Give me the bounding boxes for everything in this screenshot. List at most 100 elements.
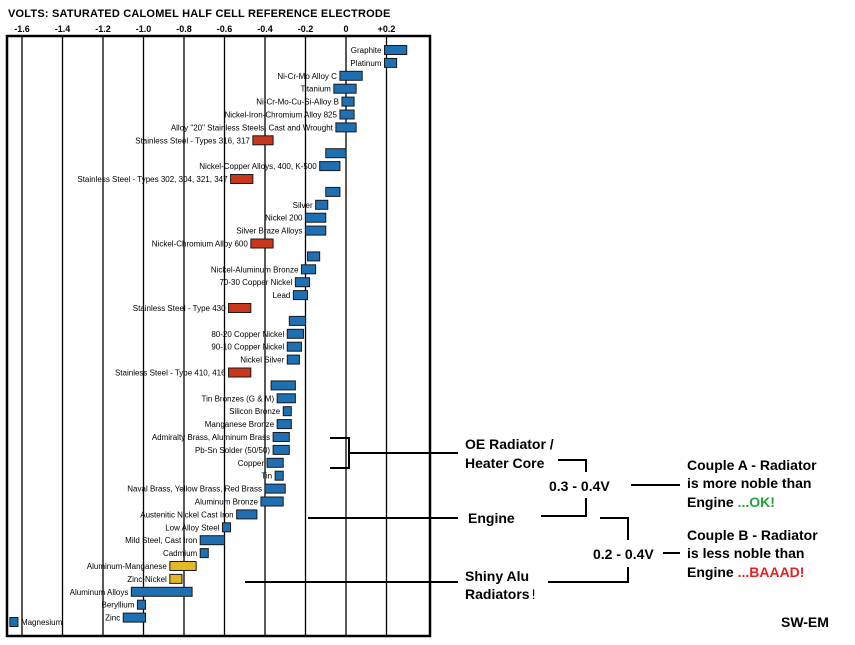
bar xyxy=(335,122,357,133)
x-tick-label: -0.2 xyxy=(298,24,314,34)
material-label: Nickel-Aluminum Bronze xyxy=(211,265,299,274)
bar xyxy=(199,548,209,559)
chart-title: VOLTS: SATURATED CALOMEL HALF CELL REFER… xyxy=(8,8,391,20)
bar xyxy=(228,367,252,378)
material-label: Aluminum Bronze xyxy=(195,498,259,507)
material-label: Nickel-Iron-Chromium Alloy 825 xyxy=(224,111,337,120)
bar xyxy=(286,341,302,352)
voltage-couple-b: 0.2 - 0.4V xyxy=(593,546,654,562)
material-label: Aluminum Alloys xyxy=(70,588,129,597)
bar xyxy=(252,135,274,146)
shiny-alu-exclamation: ! xyxy=(532,586,536,602)
material-label: Stainless Steel - Types 316, 317 xyxy=(135,136,250,145)
material-label: 80-20 Copper Nickel xyxy=(211,330,284,339)
material-label: Stainless Steel - Type 410, 416 xyxy=(115,369,226,378)
bar-series xyxy=(9,45,408,627)
material-label: Alloy "20" Stainless Steels, Cast and Wr… xyxy=(171,123,334,132)
x-tick-label: -1.0 xyxy=(136,24,152,34)
bar xyxy=(383,45,408,55)
x-tick-label: -0.6 xyxy=(217,24,233,34)
couple-a-line1: Couple A - Radiator xyxy=(687,457,817,473)
material-label: 70-30 Copper Nickel xyxy=(219,278,292,287)
bar xyxy=(230,174,254,184)
bar xyxy=(250,238,274,249)
bar xyxy=(274,470,284,481)
bar xyxy=(9,617,19,627)
bar xyxy=(136,599,147,610)
bar xyxy=(300,264,317,275)
bar xyxy=(270,380,296,391)
bar xyxy=(305,212,327,223)
plot-frame xyxy=(5,34,432,638)
voltage-couple-a: 0.3 - 0.4V xyxy=(549,478,610,494)
material-label: Lead xyxy=(273,291,291,300)
couple-b-line1: Couple B - Radiator xyxy=(687,527,818,543)
bar xyxy=(341,96,355,107)
x-tick-label: -1.6 xyxy=(14,24,30,34)
material-label: Beryllium xyxy=(102,601,135,610)
bar xyxy=(286,354,300,365)
material-label: Tin Bronzes (G & M) xyxy=(202,394,275,403)
x-tick-labels: -1.6 -1.4 -1.2 -1.0 -0.8 -0.6 -0.4 -0.2 0 +0.2 xyxy=(14,24,395,34)
material-label: Platinum xyxy=(350,59,381,68)
bar xyxy=(266,457,284,468)
couple-a-line3: Engine ...OK! xyxy=(687,494,775,510)
material-label: Nickel-Chromium Alloy 600 xyxy=(152,240,249,249)
oe-radiator-label-line1: OE Radiator / xyxy=(465,436,554,452)
bar xyxy=(325,148,347,159)
couple-b-line3: Engine ...BAAAD! xyxy=(687,564,804,580)
bar xyxy=(272,432,290,442)
gridlines xyxy=(21,36,388,636)
material-label: Graphite xyxy=(351,46,382,55)
material-label: Copper xyxy=(238,459,265,468)
bar xyxy=(276,419,292,430)
bar xyxy=(305,225,327,236)
material-label: Admiralty Brass, Aluminum Brass xyxy=(152,433,270,442)
material-labels: Graphite Platinum Ni-Cr-Mo Alloy C Titanium… xyxy=(21,46,382,627)
couple-a-line2: is more noble than xyxy=(687,475,811,491)
annotation-lines xyxy=(245,437,680,583)
bar xyxy=(282,406,292,417)
material-label: Naval Brass, Yellow Brass, Red Brass xyxy=(127,485,262,494)
material-label: Stainless Steel - Type 430 xyxy=(133,304,226,313)
bar xyxy=(169,573,183,584)
bar xyxy=(286,328,304,339)
material-label: Ni-Cr-Mo Alloy C xyxy=(277,72,337,81)
bar xyxy=(292,290,309,301)
bar xyxy=(288,315,306,326)
couple-b-line2: is less noble than xyxy=(687,545,804,561)
x-tick-label: +0.2 xyxy=(378,24,396,34)
material-label: Tin xyxy=(261,472,272,481)
material-label: Austenitic Nickel Cast Iron xyxy=(140,510,233,519)
material-label: Nickel Silver xyxy=(240,356,284,365)
bar xyxy=(325,186,341,197)
material-label: Low Alloy Steel xyxy=(165,523,219,532)
bar xyxy=(130,586,193,597)
material-label: Manganese Bronze xyxy=(205,420,275,429)
bar xyxy=(307,251,321,262)
bar xyxy=(199,535,225,546)
material-label: Zinc-Nickel xyxy=(127,575,167,584)
bar xyxy=(339,109,355,120)
material-label: Aluminum-Manganese xyxy=(87,562,168,571)
material-label: Silver Braze Alloys xyxy=(236,227,302,236)
connector-couple-b-lower xyxy=(548,567,629,583)
couple-b-engine: Engine xyxy=(687,564,738,580)
engine-label: Engine xyxy=(468,510,515,526)
material-label: Ni-Cr-Mo-Cu-Si-Alloy B xyxy=(256,98,339,107)
x-tick-label: -0.8 xyxy=(176,24,192,34)
bar xyxy=(221,522,232,533)
oe-radiator-label-line2: Heater Core xyxy=(465,455,545,471)
material-label: Nickel 200 xyxy=(265,214,303,223)
bar xyxy=(169,561,197,571)
bar xyxy=(294,277,311,288)
material-label: Pb-Sn Solder (50/50) xyxy=(195,446,270,455)
x-tick-label: 0 xyxy=(343,24,348,34)
material-label: Mild Steel, Cast Iron xyxy=(125,536,197,545)
material-label: Titanium xyxy=(300,85,331,94)
bar xyxy=(276,393,296,404)
bar xyxy=(236,509,258,520)
connector-couple-b xyxy=(600,517,629,540)
x-tick-label: -1.2 xyxy=(95,24,111,34)
